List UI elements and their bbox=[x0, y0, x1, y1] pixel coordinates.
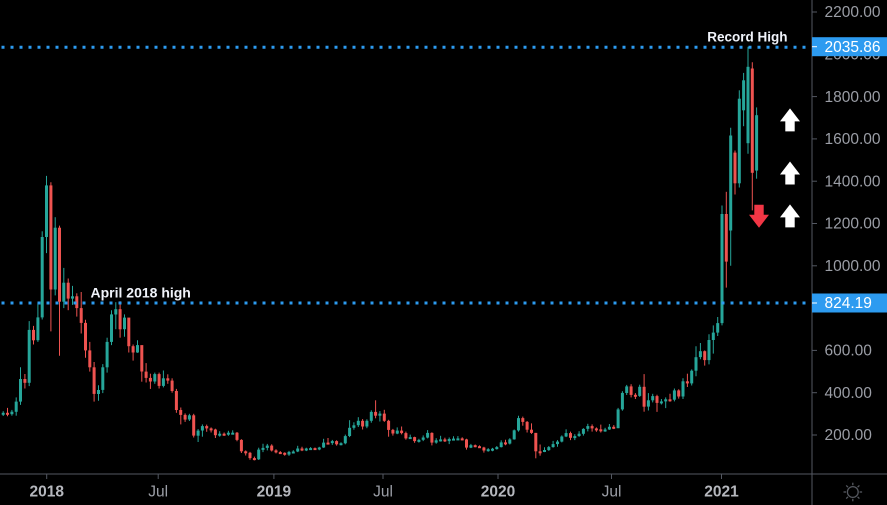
svg-text:1600.00: 1600.00 bbox=[825, 131, 881, 148]
svg-text:1000.00: 1000.00 bbox=[825, 258, 881, 275]
svg-text:1200.00: 1200.00 bbox=[825, 216, 881, 233]
svg-text:Record High: Record High bbox=[707, 30, 787, 45]
svg-text:Jul: Jul bbox=[148, 484, 168, 501]
svg-text:April 2018 high: April 2018 high bbox=[91, 285, 191, 301]
svg-text:2200.00: 2200.00 bbox=[825, 4, 881, 21]
svg-text:600.00: 600.00 bbox=[825, 343, 873, 360]
svg-text:2019: 2019 bbox=[257, 484, 292, 501]
svg-text:Jul: Jul bbox=[602, 484, 622, 501]
svg-text:1400.00: 1400.00 bbox=[825, 173, 881, 190]
svg-text:824.19: 824.19 bbox=[825, 295, 872, 312]
svg-text:1800.00: 1800.00 bbox=[825, 89, 881, 106]
svg-text:200.00: 200.00 bbox=[825, 427, 873, 444]
svg-text:Jul: Jul bbox=[373, 484, 393, 501]
svg-text:2035.86: 2035.86 bbox=[825, 39, 881, 56]
svg-text:2020: 2020 bbox=[481, 484, 515, 501]
svg-text:400.00: 400.00 bbox=[825, 385, 873, 402]
svg-text:2021: 2021 bbox=[704, 484, 739, 501]
svg-text:2018: 2018 bbox=[29, 484, 64, 501]
